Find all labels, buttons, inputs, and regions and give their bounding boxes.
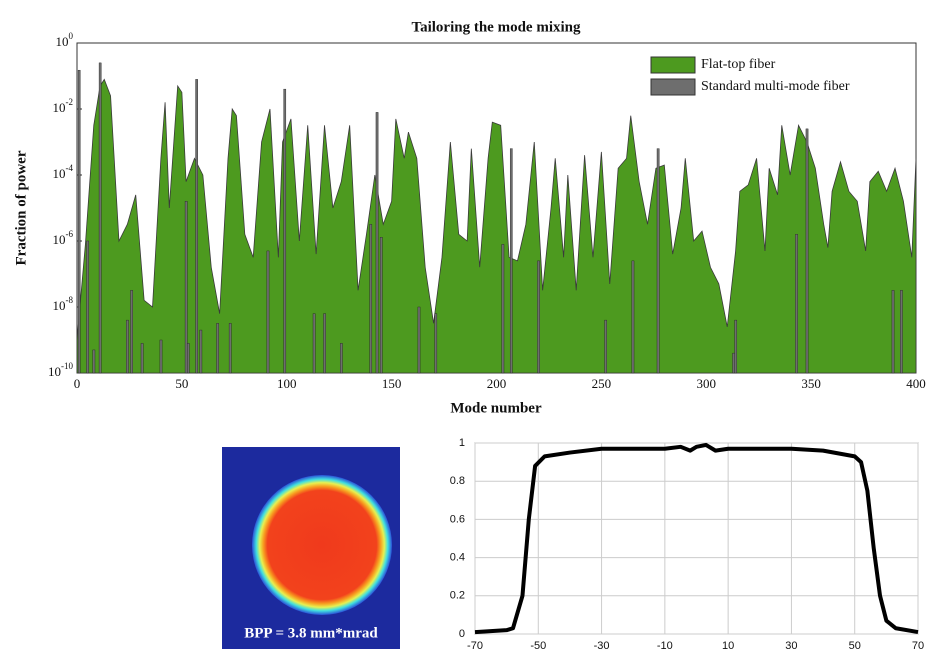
y-tick-label: 1 (459, 437, 465, 449)
spike (805, 128, 809, 374)
spike (732, 352, 735, 374)
x-tick-label: 100 (277, 376, 297, 391)
spike (631, 260, 635, 374)
spike (323, 313, 326, 374)
y-tick-label: 10-4 (53, 163, 74, 181)
spike (140, 343, 144, 374)
spike (184, 201, 188, 374)
y-tick-label: 10-10 (48, 361, 73, 379)
y-tick-label: 0 (459, 628, 465, 640)
x-tick-label: 50 (175, 376, 188, 391)
spike (900, 290, 903, 374)
spike (417, 306, 421, 374)
y-axis-label: Fraction of power (13, 150, 29, 265)
x-tick-label: 400 (906, 376, 926, 391)
spike (795, 234, 798, 374)
y-tick-label: 0.4 (450, 552, 465, 564)
x-tick-label: 300 (697, 376, 717, 391)
y-tick-label: 0.8 (450, 475, 465, 487)
beam-image: BPP = 3.8 mm*mrad (222, 447, 400, 649)
spike (656, 148, 660, 374)
spike (195, 79, 198, 374)
spike (98, 62, 102, 374)
spike (199, 329, 203, 374)
y-tick-label: 10-8 (53, 295, 74, 313)
beam-spot (252, 475, 392, 615)
spike (604, 319, 607, 374)
spike (283, 88, 287, 374)
x-axis-label: Mode number (450, 400, 542, 416)
x-tick-label: -10 (657, 640, 673, 652)
y-tick-label: 0.6 (450, 513, 465, 525)
chart-title: Tailoring the mode mixing (411, 19, 581, 35)
x-tick-label: -50 (530, 640, 546, 652)
x-tick-label: 250 (592, 376, 612, 391)
spike (891, 290, 895, 374)
x-tick-label: 200 (487, 376, 507, 391)
spike (186, 343, 190, 374)
x-tick-label: 150 (382, 376, 402, 391)
spike (379, 237, 383, 374)
x-tick-label: 10 (722, 640, 734, 652)
x-tick-label: 70 (912, 640, 924, 652)
y-tick-label: 10-6 (53, 229, 74, 247)
profile-frame (474, 442, 919, 635)
spike (369, 224, 373, 374)
spike (340, 343, 343, 374)
x-tick-label: 0 (74, 376, 81, 391)
spike (130, 290, 133, 374)
x-tick-label: 50 (849, 640, 861, 652)
image-caption: BPP = 3.8 mm*mrad (244, 625, 378, 641)
y-tick-label: 0.2 (450, 590, 465, 602)
spike (159, 339, 163, 374)
x-tick-label: 350 (801, 376, 821, 391)
legend-swatch (650, 56, 696, 74)
area (76, 78, 917, 374)
y-tick-label: 10-2 (53, 97, 74, 115)
x-tick-label: 30 (785, 640, 797, 652)
spike (228, 323, 232, 374)
x-tick-label: -70 (467, 640, 483, 652)
spike (86, 240, 89, 374)
spike (509, 148, 513, 374)
y-tick-label: 100 (56, 31, 74, 49)
legend-label: Standard multi-mode fiber (701, 79, 850, 94)
spike (734, 319, 738, 374)
spike (434, 313, 438, 374)
spike (216, 323, 219, 374)
line (474, 442, 919, 635)
spike (537, 260, 540, 374)
x-tick-label: -30 (594, 640, 610, 652)
legend-label: Flat-top fiber (701, 57, 776, 72)
spike (77, 69, 81, 374)
spike (92, 349, 96, 374)
spike (501, 244, 505, 374)
legend-swatch (650, 78, 696, 96)
spike (312, 313, 316, 374)
spike (266, 250, 270, 374)
spike (126, 319, 129, 374)
spike (375, 112, 379, 374)
